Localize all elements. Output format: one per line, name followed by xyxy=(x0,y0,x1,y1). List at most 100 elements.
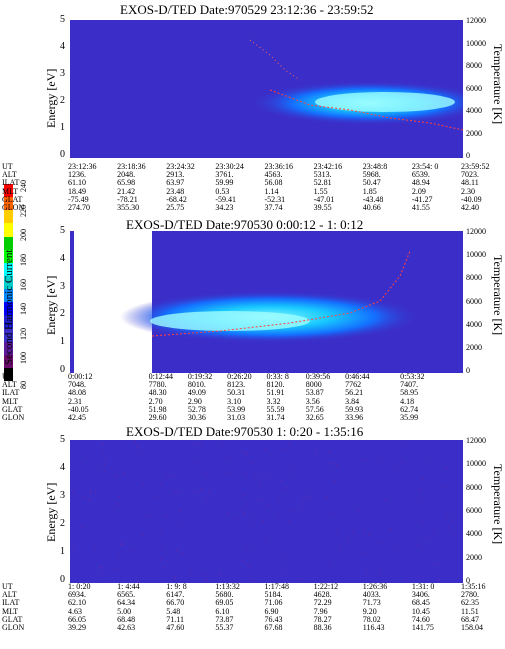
table-cell: -41.27 xyxy=(411,194,433,204)
table-cell: 56.21 xyxy=(345,388,364,398)
table-cell: 48.08 xyxy=(68,388,86,398)
table-cell: 76.43 xyxy=(264,614,283,624)
table-cell: 68.45 xyxy=(411,598,430,608)
row-label: MLT xyxy=(2,396,19,406)
table-cell: 37.74 xyxy=(264,202,283,212)
spectrogram-plot xyxy=(70,20,463,158)
table-cell: 355.30 xyxy=(117,202,140,212)
table-cell: -40.05 xyxy=(68,404,89,414)
y-tick-label: 0 xyxy=(60,149,65,160)
row-label: GLON xyxy=(2,202,25,212)
table-cell: -52.31 xyxy=(264,194,286,204)
table-cell: -47.01 xyxy=(313,194,335,204)
colorbar-swatch xyxy=(4,197,13,211)
table-cell: 65.98 xyxy=(117,178,136,188)
table-cell: 6.90 xyxy=(264,606,279,616)
y-tick-label: 5 xyxy=(60,434,65,445)
spectrogram-image xyxy=(70,231,463,373)
table-cell: 47.60 xyxy=(166,622,185,632)
table-cell: 3.84 xyxy=(345,396,360,406)
table-cell: 4.18 xyxy=(400,396,415,406)
panel-title: EXOS-D/TED Date:970530 0:00:12 - 1: 0:12 xyxy=(126,217,364,232)
y2-tick-label: 6000 xyxy=(466,506,482,515)
table-cell: 50.31 xyxy=(227,388,246,398)
table-cell: 1:13:32 xyxy=(215,582,240,591)
table-cell: 1.14 xyxy=(264,186,279,196)
table-cell: 7048. xyxy=(68,380,86,390)
table-cell: 62.10 xyxy=(68,598,86,608)
table-cell: 10.45 xyxy=(411,606,430,616)
table-cell: 6539. xyxy=(411,170,430,180)
row-label: UT xyxy=(2,582,13,591)
y-tick-label: 1 xyxy=(60,336,65,348)
table-cell: 23:42:16 xyxy=(313,162,343,171)
table-cell: 23:48:8 xyxy=(362,162,388,171)
table-cell: -59.41 xyxy=(215,194,237,204)
colorbar-swatch xyxy=(4,249,13,263)
y2-tick-label: 12000 xyxy=(466,227,486,236)
table-cell: 7.96 xyxy=(313,606,328,616)
table-cell: 42.45 xyxy=(68,412,86,422)
table-cell: 3406. xyxy=(411,590,430,600)
table-cell: 23:30:24 xyxy=(215,162,244,171)
table-cell: 42.40 xyxy=(461,202,479,212)
y2-tick-label: 6000 xyxy=(466,83,482,93)
table-cell: 7762 xyxy=(345,380,362,390)
table-cell: 71.11 xyxy=(166,614,184,624)
y2-tick-label: 6000 xyxy=(466,296,482,306)
table-cell: 7780. xyxy=(148,380,167,390)
table-cell: 1:26:36 xyxy=(362,582,388,591)
y2-axis-label: Temperature [K] xyxy=(491,464,505,545)
table-cell: 62.74 xyxy=(400,404,419,414)
table-cell: 5313. xyxy=(313,170,332,180)
y2-tick-label: 10000 xyxy=(466,38,486,48)
colorbar-swatch xyxy=(4,262,13,276)
y-tick-label: 2 xyxy=(60,95,65,106)
table-cell: -68.42 xyxy=(166,194,187,204)
table-cell: 1: 4:44 xyxy=(117,582,140,591)
y-tick-label: 3 xyxy=(60,68,65,79)
y-tick-label: 5 xyxy=(60,225,65,236)
row-label: MLT xyxy=(2,186,19,196)
y2-tick-label: 8000 xyxy=(466,482,482,492)
panel-title: EXOS-D/TED Date:970529 23:12:36 - 23:59:… xyxy=(120,2,374,17)
table-cell: 88.36 xyxy=(313,622,332,632)
table-cell: 7023. xyxy=(461,170,479,180)
table-cell: 59.93 xyxy=(345,404,364,414)
row-label: UT xyxy=(2,162,13,171)
table-cell: 4033. xyxy=(362,590,381,600)
table-cell: 0:00:12 xyxy=(68,372,93,381)
table-cell: 40.66 xyxy=(362,202,381,212)
data-gap xyxy=(74,231,152,373)
table-cell: 2780. xyxy=(461,590,479,600)
table-cell: 0:19:32 xyxy=(187,372,213,381)
y2-tick-label: 12000 xyxy=(466,436,486,445)
spectrogram-panel-3: EXOS-D/TED Date:970530 1: 0:20 - 1:35:16… xyxy=(0,424,505,649)
table-cell: 4563. xyxy=(264,170,283,180)
table-cell: 53.87 xyxy=(305,388,324,398)
table-cell: 1.85 xyxy=(362,186,377,196)
row-label: GLON xyxy=(2,412,25,422)
colorbar-swatch xyxy=(4,328,13,342)
table-cell: 274.70 xyxy=(68,202,90,212)
row-label: UT xyxy=(2,372,13,381)
table-cell: 69.05 xyxy=(215,598,234,608)
table-cell: 9.20 xyxy=(362,606,377,616)
table-cell: -43.48 xyxy=(362,194,384,204)
table-cell: 67.68 xyxy=(264,622,283,632)
table-cell: 58.95 xyxy=(400,388,419,398)
table-cell: 61.10 xyxy=(68,178,86,188)
spectrogram-plot xyxy=(70,231,463,373)
table-cell: 1: 0:20 xyxy=(68,582,91,591)
table-cell: -75.49 xyxy=(68,194,89,204)
table-cell: 1:35:16 xyxy=(461,582,486,591)
table-cell: 42.63 xyxy=(117,622,136,632)
y-axis-label: Energy [eV] xyxy=(44,482,58,542)
table-cell: 23.48 xyxy=(166,186,185,196)
table-cell: 6147. xyxy=(166,590,185,600)
y2-tick-label: 10000 xyxy=(466,459,486,469)
row-label: ALT xyxy=(2,590,17,600)
table-cell: 3.56 xyxy=(305,396,320,406)
table-cell: 5184. xyxy=(264,590,283,600)
colorbar xyxy=(4,184,13,381)
